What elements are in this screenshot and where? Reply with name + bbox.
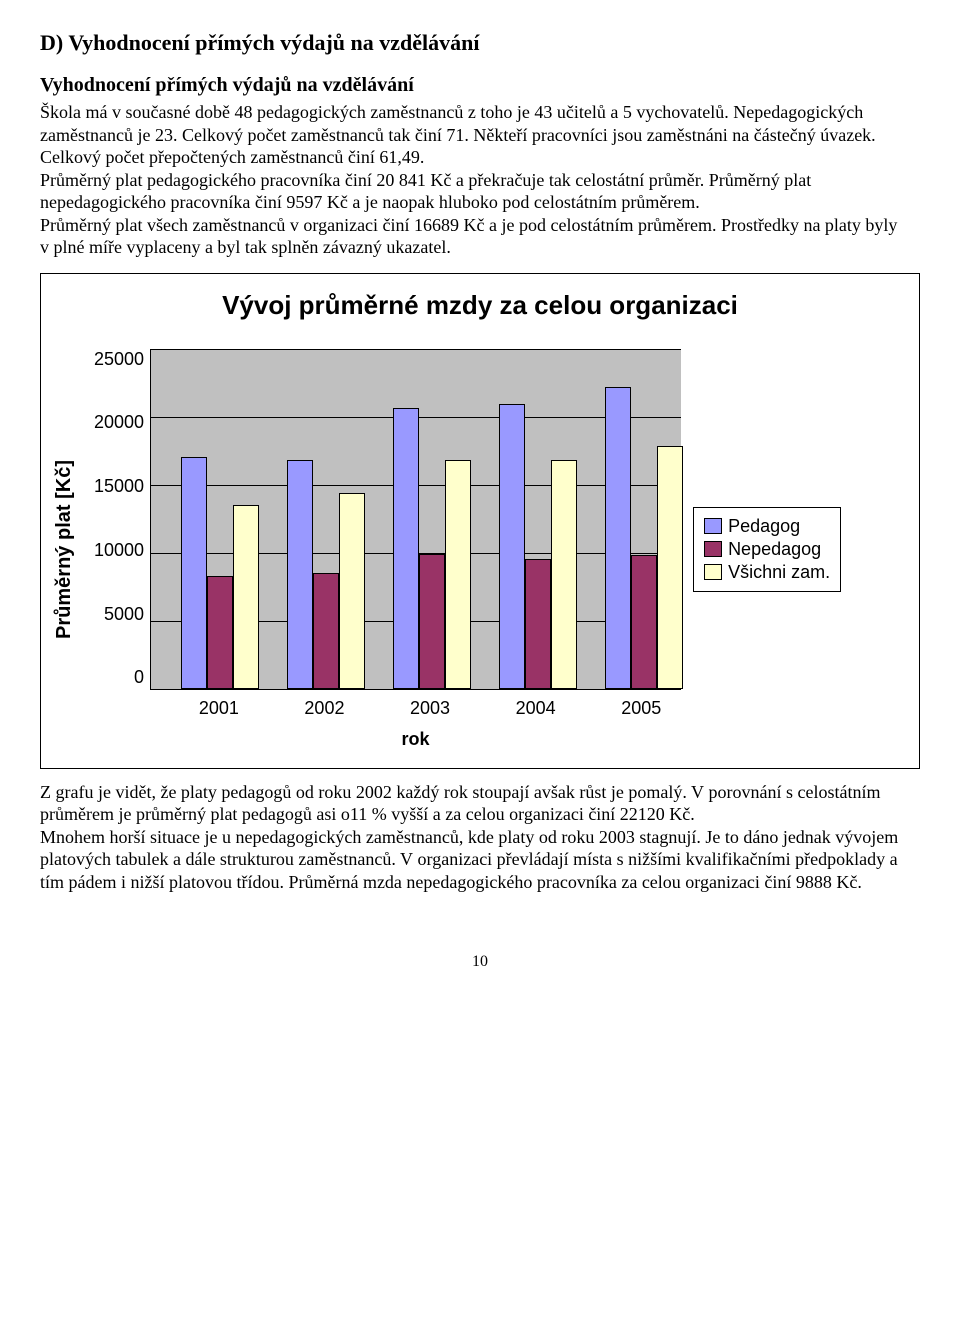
legend-label: Všichni zam.: [728, 562, 830, 583]
x-tick-label: 2002: [286, 698, 364, 719]
legend-item: Nepedagog: [704, 539, 830, 560]
y-tick-label: 15000: [94, 476, 144, 497]
bar: [287, 460, 313, 688]
page-number: 10: [40, 953, 920, 971]
x-tick-label: 2004: [497, 698, 575, 719]
chart-frame: Vývoj průměrné mzdy za celou organizaci …: [40, 273, 920, 769]
x-tick-label: 2005: [602, 698, 680, 719]
chart-title: Vývoj průměrné mzdy za celou organizaci: [53, 290, 907, 321]
bar: [499, 404, 525, 688]
y-axis-label: Průměrný plat [Kč]: [53, 460, 82, 639]
chart-body: Průměrný plat [Kč] 25000 20000 15000 10000 5…: [53, 349, 907, 750]
legend-swatch: [704, 518, 722, 534]
bar: [313, 573, 339, 689]
bar: [525, 559, 551, 688]
y-tick-label: 0: [134, 667, 144, 688]
gridline: [151, 349, 681, 350]
bar: [181, 457, 207, 688]
paragraph-2: Z grafu je vidět, že platy pedagogů od r…: [40, 781, 920, 894]
y-tick-label: 25000: [94, 349, 144, 370]
sub-heading: Vyhodnocení přímých výdajů na vzdělávání: [40, 74, 920, 97]
bar: [207, 576, 233, 689]
gridline: [151, 689, 681, 690]
bar-group: [287, 460, 365, 688]
x-tick-label: 2001: [180, 698, 258, 719]
y-tick-label: 20000: [94, 412, 144, 433]
section-heading: D) Vyhodnocení přímých výdajů na vzděláv…: [40, 30, 920, 56]
bar: [605, 387, 631, 689]
y-tick-label: 10000: [94, 540, 144, 561]
x-axis-label: rok: [150, 729, 681, 750]
y-tick-label: 5000: [104, 604, 144, 625]
paragraph-1: Škola má v současné době 48 pedagogickýc…: [40, 101, 920, 259]
bar-group: [393, 408, 471, 688]
legend-item: Všichni zam.: [704, 562, 830, 583]
bar-group: [499, 404, 577, 688]
legend-label: Pedagog: [728, 516, 800, 537]
legend-swatch: [704, 564, 722, 580]
legend-label: Nepedagog: [728, 539, 821, 560]
bar: [233, 505, 259, 689]
bar: [445, 460, 471, 688]
bar: [339, 493, 365, 689]
legend: PedagogNepedagogVšichni zam.: [693, 507, 841, 592]
x-axis-ticks: 2001 2002 2003 2004 2005: [150, 690, 680, 719]
bar: [631, 555, 657, 688]
legend-swatch: [704, 541, 722, 557]
plot-area: [150, 349, 681, 690]
legend-item: Pedagog: [704, 516, 830, 537]
bar: [419, 554, 445, 689]
bar: [551, 460, 577, 688]
x-tick-label: 2003: [391, 698, 469, 719]
bar-group: [181, 457, 259, 688]
bar: [393, 408, 419, 688]
bar: [657, 446, 683, 688]
plot-with-yticks: 2500020000150001000050000 20012002200320…: [94, 349, 681, 750]
y-ticks: 25000 20000 15000 10000 5000 0: [94, 349, 150, 689]
bar-group: [605, 387, 683, 689]
plot-column: 2001 2002 2003 2004 2005 rok: [150, 349, 681, 750]
